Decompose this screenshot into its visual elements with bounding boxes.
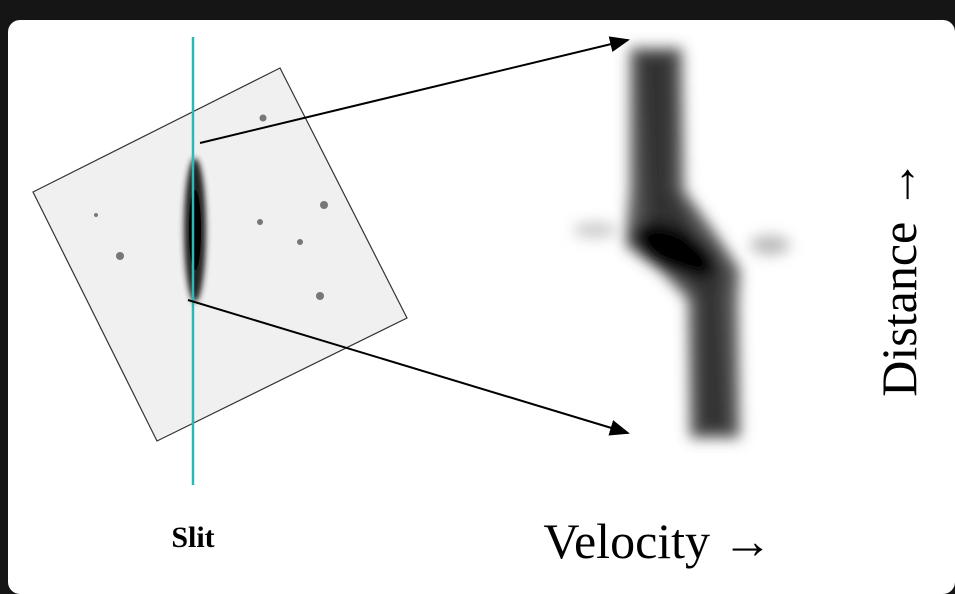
- page: Slit Velocity → Distance → (() => { cons…: [0, 0, 955, 594]
- diagram: Slit Velocity → Distance →: [0, 0, 955, 594]
- slit-label: Slit: [171, 521, 214, 554]
- velocity-label: Velocity →: [543, 513, 772, 569]
- distance-label: Distance →: [871, 159, 927, 396]
- galaxy-core: [189, 190, 201, 270]
